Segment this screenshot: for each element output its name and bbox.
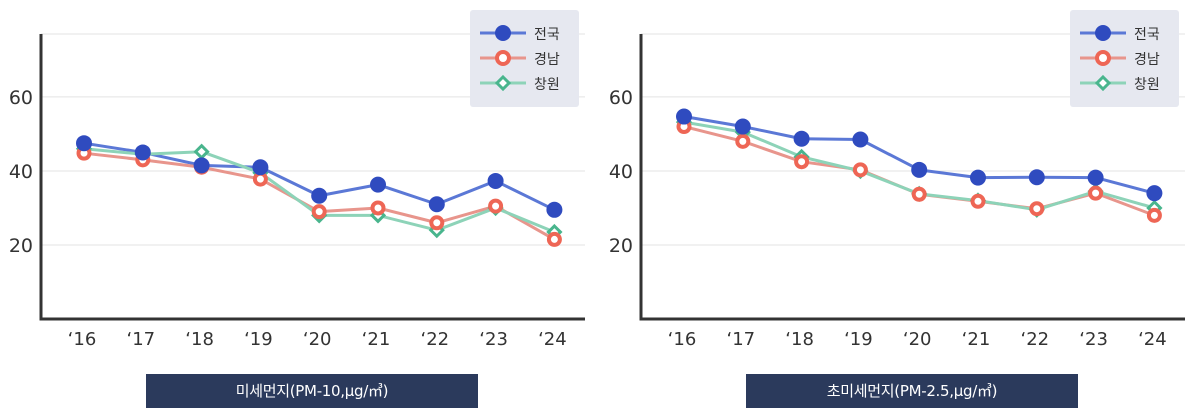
data-point-national bbox=[1146, 185, 1163, 202]
data-point-gyeongnam bbox=[911, 186, 927, 202]
data-point-gyeongnam bbox=[1088, 185, 1104, 201]
legend-circle-marker-icon bbox=[480, 25, 526, 41]
x-tick-label: ‘17 bbox=[126, 329, 155, 350]
data-point-national bbox=[1028, 169, 1045, 186]
data-point-gyeongnam bbox=[794, 154, 810, 170]
legend-label-national: 전국 bbox=[1134, 27, 1160, 43]
data-point-gyeongnam bbox=[735, 133, 751, 149]
data-point-gyeongnam bbox=[852, 162, 868, 178]
data-point-gyeongnam bbox=[370, 200, 386, 216]
y-tick-label: 60 bbox=[609, 87, 633, 109]
x-tick-label: ‘21 bbox=[962, 329, 991, 350]
legend-ring-marker-icon bbox=[480, 50, 526, 66]
data-point-national bbox=[1087, 169, 1104, 186]
data-point-gyeongnam bbox=[311, 204, 327, 220]
legend-label-changwon: 창원 bbox=[1134, 77, 1160, 93]
legend-label-gyeongnam: 경남 bbox=[1134, 52, 1160, 68]
data-point-gyeongnam bbox=[488, 198, 504, 214]
y-tick-label: 60 bbox=[9, 87, 33, 109]
legend-item-series-0: 전국 bbox=[1070, 21, 1179, 45]
x-tick-label: ‘21 bbox=[362, 329, 391, 350]
data-point-national bbox=[487, 172, 504, 189]
data-point-national bbox=[76, 135, 92, 152]
x-tick-label: ‘24 bbox=[538, 329, 567, 350]
legend-label-gyeongnam: 경남 bbox=[534, 52, 560, 68]
chart-pm10-title: 미세먼지(PM-10,μg/㎥) bbox=[146, 374, 478, 408]
x-tick-label: ‘23 bbox=[1079, 329, 1108, 350]
data-point-national bbox=[193, 157, 210, 174]
legend-item-series-2: 창원 bbox=[1070, 71, 1179, 95]
x-tick-label: ‘22 bbox=[1020, 329, 1049, 350]
y-tick-label: 40 bbox=[609, 161, 633, 183]
x-tick-label: ‘23 bbox=[479, 329, 508, 350]
x-tick-label: ‘17 bbox=[726, 329, 755, 350]
data-point-gyeongnam bbox=[1146, 207, 1162, 223]
legend-ring-marker-icon bbox=[1080, 50, 1126, 66]
x-tick-label: ‘20 bbox=[303, 329, 332, 350]
chart-pm10: 20 40 60 ‘16 ‘17 ‘18 ‘19 ‘20 ‘21 ‘22 ‘23 ‘24 전국 경남 … bbox=[9, 10, 585, 408]
y-tick-label: 40 bbox=[9, 161, 33, 183]
data-point-national bbox=[852, 131, 869, 148]
data-point-national bbox=[428, 196, 445, 213]
data-point-gyeongnam bbox=[546, 231, 562, 247]
data-point-gyeongnam bbox=[1029, 201, 1045, 217]
data-point-national bbox=[311, 187, 328, 204]
x-tick-label: ‘20 bbox=[903, 329, 932, 350]
data-point-national bbox=[734, 118, 751, 135]
legend-label-national: 전국 bbox=[534, 27, 560, 43]
data-point-gyeongnam bbox=[970, 193, 986, 209]
x-tick-label: ‘18 bbox=[785, 329, 814, 350]
legend-diamond-marker-icon bbox=[480, 74, 526, 92]
x-tick-label: ‘16 bbox=[68, 329, 97, 350]
data-point-national bbox=[970, 169, 986, 186]
data-point-gyeongnam bbox=[429, 215, 445, 231]
legend-item-series-2: 창원 bbox=[470, 71, 579, 95]
legend-item-series-1: 경남 bbox=[1070, 46, 1179, 70]
legend-item-series-1: 경남 bbox=[470, 46, 579, 70]
data-point-national bbox=[793, 130, 810, 147]
data-point-national bbox=[546, 201, 563, 218]
chart-pm25-legend: 전국 경남 창원 bbox=[1070, 10, 1179, 107]
x-tick-label: ‘16 bbox=[668, 329, 697, 350]
legend-item-series-0: 전국 bbox=[470, 21, 579, 45]
chart-pm10-legend: 전국 경남 창원 bbox=[470, 10, 579, 107]
series-line-national bbox=[683, 115, 1155, 195]
x-tick-label: ‘22 bbox=[420, 329, 449, 350]
x-tick-label: ‘24 bbox=[1138, 329, 1167, 350]
legend-diamond-marker-icon bbox=[1080, 74, 1126, 92]
legend-label-changwon: 창원 bbox=[534, 77, 560, 93]
chart-pm25-title: 초미세먼지(PM-2.5,μg/㎥) bbox=[746, 374, 1078, 408]
chart-pm10-plot: 20 40 60 ‘16 ‘17 ‘18 ‘19 ‘20 ‘21 ‘22 ‘23 ‘24 bbox=[9, 33, 585, 350]
x-tick-label: ‘18 bbox=[185, 329, 214, 350]
x-tick-label: ‘19 bbox=[844, 329, 873, 350]
y-tick-label: 20 bbox=[609, 235, 633, 257]
data-point-national bbox=[370, 176, 386, 193]
chart-pm25-plot: 20 40 60 ‘16 ‘17 ‘18 ‘19 ‘20 ‘21 ‘22 ‘23 ‘24 bbox=[609, 33, 1185, 350]
y-tick-label: 20 bbox=[9, 235, 33, 257]
legend-circle-marker-icon bbox=[1080, 25, 1126, 41]
data-point-national bbox=[676, 108, 692, 125]
chart-pm25: 20 40 60 ‘16 ‘17 ‘18 ‘19 ‘20 ‘21 ‘22 ‘23 ‘24 전국 경남 … bbox=[600, 0, 1200, 408]
x-tick-label: ‘19 bbox=[244, 329, 273, 350]
data-point-national bbox=[911, 161, 928, 178]
data-point-national bbox=[252, 159, 269, 176]
data-point-changwon bbox=[193, 143, 210, 160]
data-point-national bbox=[134, 144, 151, 161]
